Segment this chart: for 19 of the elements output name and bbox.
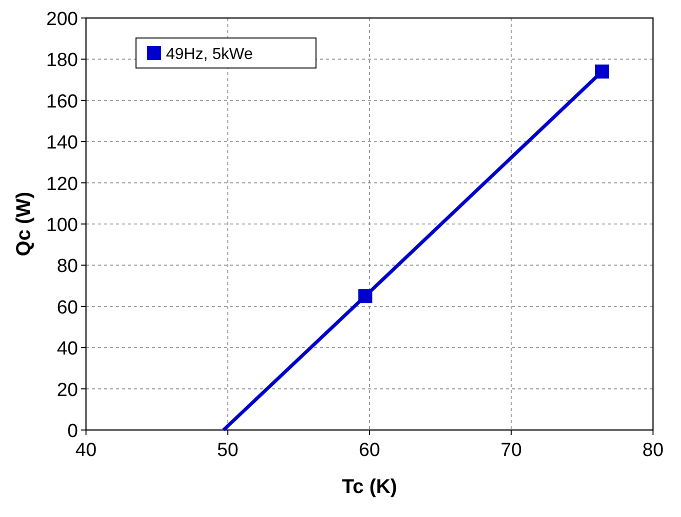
x-tick-label: 80 <box>642 440 664 461</box>
y-tick-label: 20 <box>56 380 78 401</box>
y-tick-label: 40 <box>56 338 78 360</box>
y-tick-label: 200 <box>46 9 78 30</box>
y-tick-label: 60 <box>56 297 78 318</box>
legend-label: 49Hz, 5kWe <box>166 46 253 63</box>
y-tick-label: 80 <box>56 256 78 278</box>
x-tick-label: 70 <box>500 440 522 461</box>
y-tick-label: 180 <box>46 50 78 72</box>
y-tick-label: 160 <box>46 91 78 112</box>
y-tick-label: 100 <box>46 215 78 236</box>
y-tick-label: 0 <box>67 421 78 442</box>
y-axis-title: Qc (W) <box>13 192 35 256</box>
x-axis-title: Tc (K) <box>342 476 398 498</box>
x-tick-label: 50 <box>217 440 238 461</box>
y-tick-label: 120 <box>46 174 78 195</box>
x-tick-label: 60 <box>358 440 380 461</box>
y-tick-label: 140 <box>46 132 78 154</box>
x-tick-label: 40 <box>75 440 97 461</box>
